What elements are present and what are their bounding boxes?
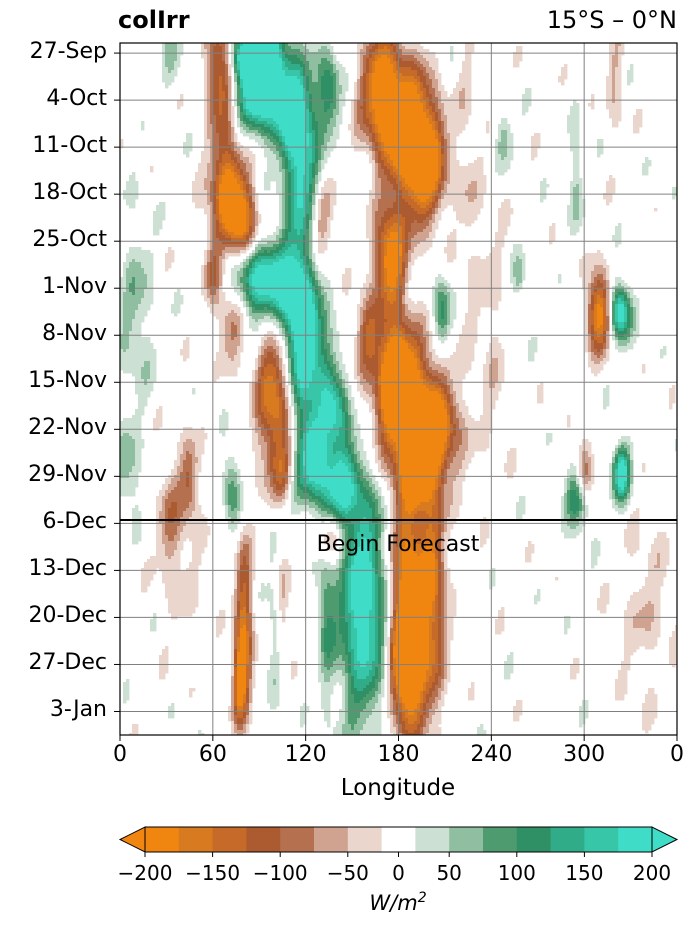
colorbar-tick-label: 200 [632, 861, 672, 885]
colorbar-swatch [145, 827, 180, 852]
colorbar-tick-label: −100 [252, 861, 308, 885]
x-tick-label: 0 [113, 742, 127, 767]
colorbar-swatch [618, 827, 653, 852]
colorbar-swatch [584, 827, 619, 852]
colorbar-tick-label: 0 [392, 861, 405, 885]
x-axis-label: Longitude [340, 775, 456, 801]
y-tick-label: 22-Nov [28, 415, 107, 441]
colorbar-swatch [449, 827, 484, 852]
colorbar-swatch [381, 827, 416, 852]
y-tick-label: 4-Oct [46, 86, 107, 112]
colorbar-swatch [212, 827, 247, 852]
colorbar-swatch [280, 827, 315, 852]
colorbar-tick-label: 100 [497, 861, 536, 885]
chart-title: colIrr [118, 6, 190, 34]
colorbar-high-extend [651, 826, 679, 853]
x-tick-label: 0 [670, 742, 684, 767]
colorbar-swatch [415, 827, 450, 852]
colorbar-tick-label: −50 [326, 861, 369, 885]
colorbar-label: W/m2 [369, 890, 427, 915]
y-tick-label: 20-Dec [28, 603, 107, 629]
begin-forecast-label: Begin Forecast [316, 532, 480, 557]
x-tick-label: 60 [198, 742, 227, 767]
colorbar-swatch [483, 827, 518, 852]
latitude-range: 15°S – 0°N [546, 6, 677, 34]
y-tick-label: 1-Nov [42, 274, 107, 300]
y-tick-marks [114, 52, 120, 712]
x-tick-marks [119, 735, 678, 741]
x-tick-label: 300 [563, 742, 606, 767]
colorbar-swatch [516, 827, 552, 852]
y-tick-label: 25-Oct [32, 227, 107, 253]
y-tick-label: 8-Nov [42, 321, 107, 347]
y-tick-label: 18-Oct [32, 180, 107, 206]
colorbar-tick-label: −200 [117, 861, 173, 885]
y-tick-label: 15-Nov [28, 368, 107, 394]
colorbar-swatch [246, 827, 281, 852]
x-tick-label: 120 [284, 742, 327, 767]
y-tick-label: 6-Dec [42, 509, 107, 535]
colorbar-swatch [550, 827, 585, 852]
colorbar-tick-label: 50 [436, 861, 462, 885]
heatmap-field [120, 43, 677, 735]
colorbar-tick-label: −150 [185, 861, 241, 885]
y-tick-label: 27-Sep [29, 39, 107, 65]
colorbar-swatch [314, 827, 349, 852]
colorbar-low-extend [118, 826, 146, 853]
colorbar [118, 826, 679, 857]
colorbar-swatch [178, 827, 214, 852]
colorbar-tick-label: 150 [565, 861, 604, 885]
y-tick-label: 29-Nov [28, 462, 107, 488]
grid-lines [120, 43, 677, 735]
y-tick-label: 13-Dec [28, 556, 107, 582]
y-tick-label: 3-Jan [49, 697, 107, 723]
y-tick-label: 27-Dec [28, 650, 107, 676]
y-tick-label: 11-Oct [32, 133, 107, 159]
colorbar-swatch [347, 827, 383, 852]
x-tick-label: 180 [377, 742, 420, 767]
x-tick-label: 240 [470, 742, 513, 767]
